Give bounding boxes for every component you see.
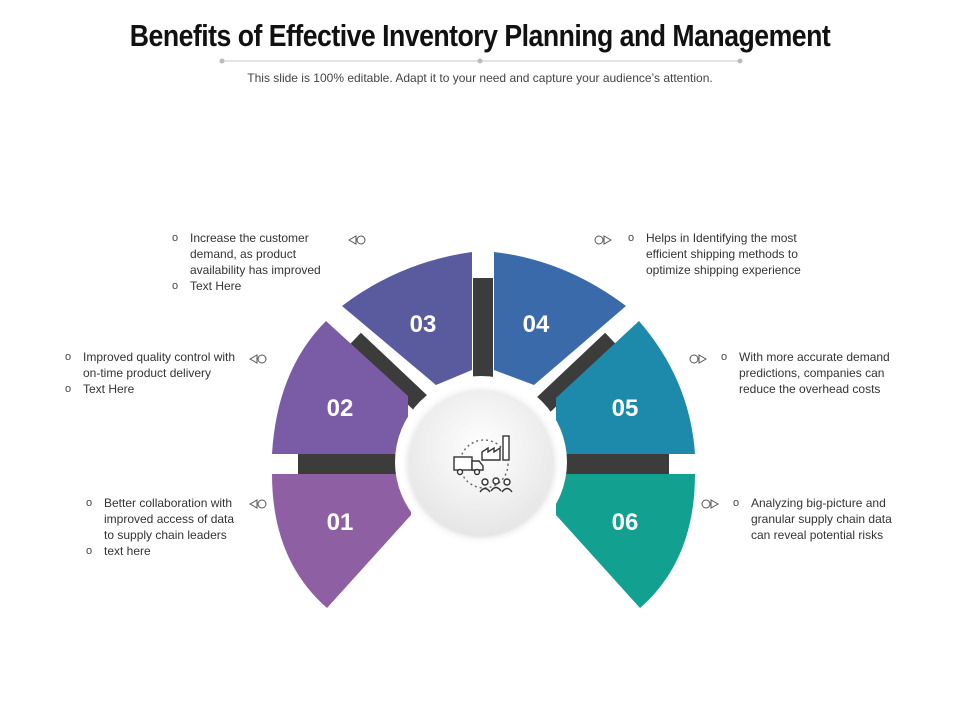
bar-right [555,454,669,474]
title-divider [219,58,743,64]
segment-number: 04 [523,311,550,338]
segment-number: 06 [612,509,639,536]
list-item: With more accurate demand predictions, c… [721,349,901,397]
segment-04 [494,252,626,385]
text-block-02: Improved quality control with on-time pr… [65,349,250,397]
left-arrow-marker-icon [347,235,366,245]
hub-circle [409,390,553,534]
bar-upper-right [533,332,619,416]
segment-02 [272,321,408,454]
list-item: Better collaboration with improved acces… [86,495,246,543]
segment-06 [556,474,695,608]
right-arrow-marker-icon [689,354,708,364]
segment-number: 05 [612,395,639,422]
list-item: Improved quality control with on-time pr… [65,349,250,381]
text-block-01: Better collaboration with improved acces… [86,495,246,559]
segment-01 [272,474,411,608]
list-item: Text Here [172,278,332,294]
left-arrow-marker-icon [248,354,267,364]
text-block-04: Helps in Identifying the most efficient … [628,230,808,278]
bar-left [298,454,408,474]
bar-upper-left [347,332,433,416]
marker-icons [248,235,720,509]
right-arrow-marker-icon [701,499,720,509]
segments-group: 01 02 03 04 05 06 [272,252,695,608]
segment-number: 02 [327,395,354,422]
right-arrow-marker-icon [594,235,613,245]
page-subtitle: This slide is 100% editable. Adapt it to… [247,71,713,85]
segment-03 [342,252,472,385]
text-block-05: With more accurate demand predictions, c… [721,349,901,397]
list-item: Increase the customer demand, as product… [172,230,332,278]
list-item: Analyzing big-picture and granular suppl… [733,495,903,543]
supply-chain-icon [453,435,513,493]
list-item: Text Here [65,381,250,397]
page-title: Benefits of Effective Inventory Planning… [129,18,831,53]
text-block-06: Analyzing big-picture and granular suppl… [733,495,903,543]
text-block-03: Increase the customer demand, as product… [172,230,332,294]
segment-05 [556,321,695,454]
segment-number: 01 [327,509,354,536]
left-arrow-marker-icon [248,499,267,509]
segment-number: 03 [410,311,437,338]
list-item: text here [86,543,246,559]
divider-bars [298,278,669,474]
list-item: Helps in Identifying the most efficient … [628,230,808,278]
bar-top [473,278,493,386]
